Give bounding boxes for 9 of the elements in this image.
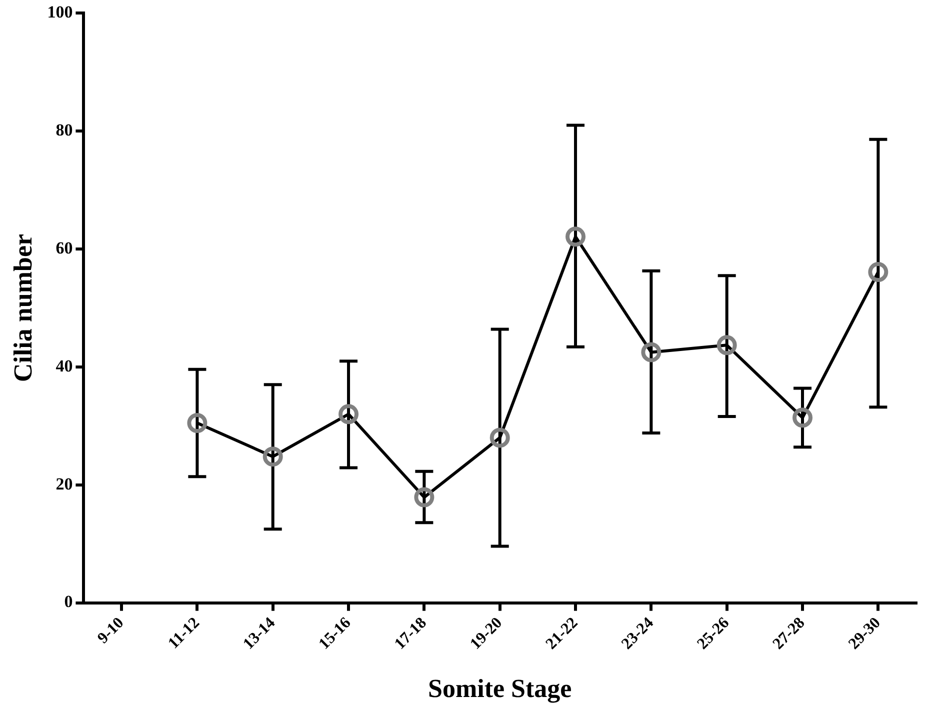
y-tick-label: 0 <box>64 592 73 612</box>
y-axis-title: Cilia number <box>8 234 38 382</box>
x-axis-title: Somite Stage <box>428 674 572 704</box>
y-tick-label: 40 <box>56 356 73 376</box>
y-tick-label: 80 <box>56 120 73 140</box>
y-tick-label: 60 <box>56 238 73 258</box>
y-tick-label: 100 <box>47 2 73 22</box>
y-tick-label: 20 <box>56 474 73 494</box>
x-tick-label: 9-10 <box>94 614 128 648</box>
